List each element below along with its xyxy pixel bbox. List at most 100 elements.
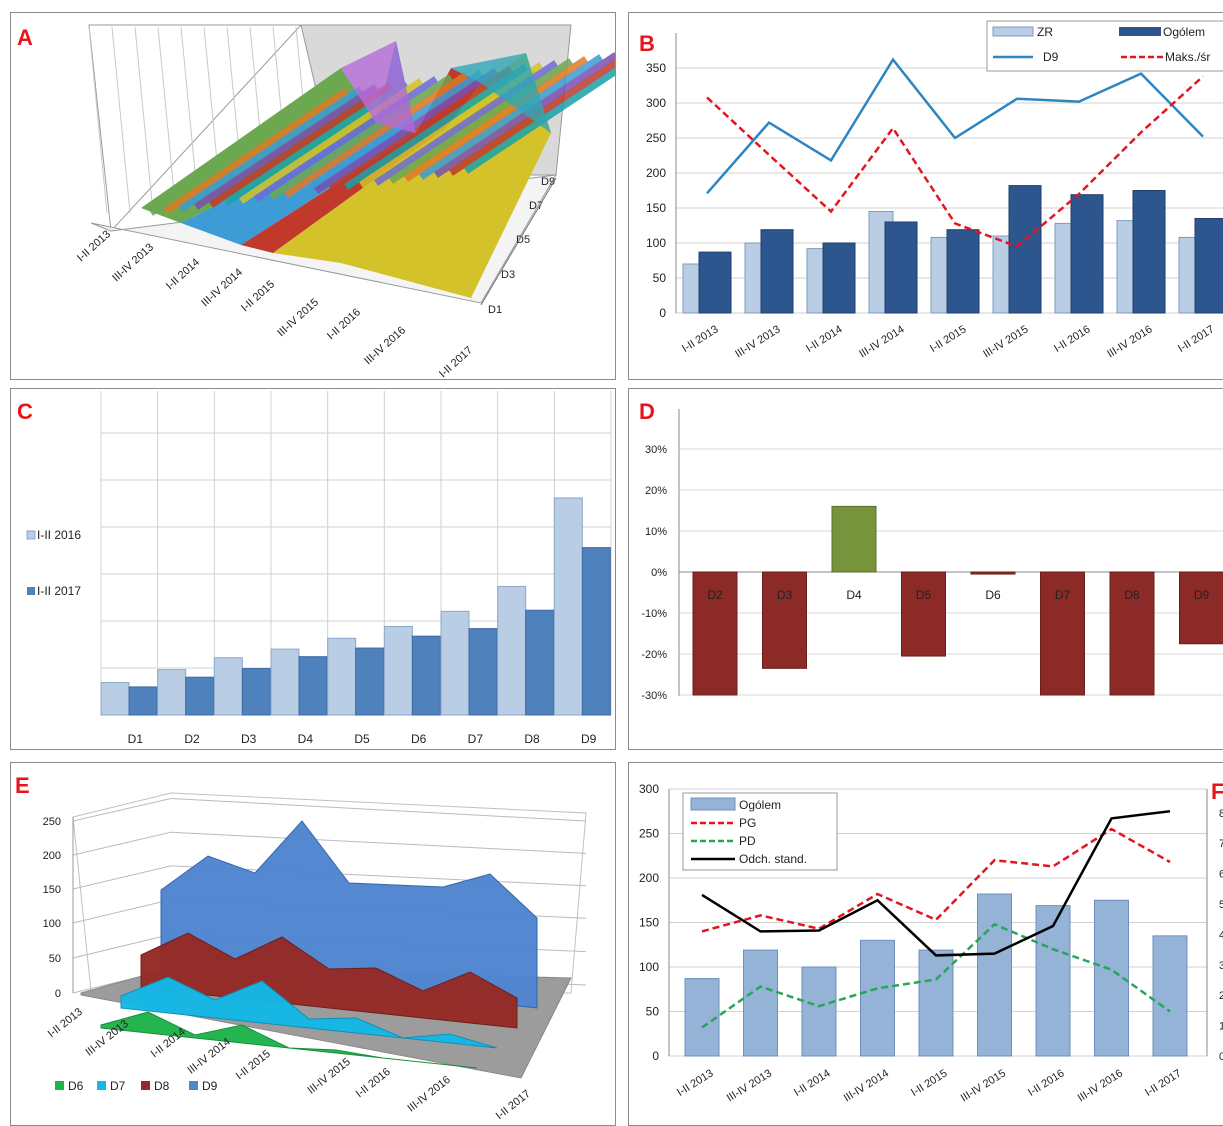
depth-tick-label: D3	[501, 269, 515, 281]
y-tick-label: 30%	[645, 444, 667, 456]
bar-2017	[356, 648, 384, 715]
y-tick-label: 150	[639, 916, 659, 930]
x-tick-label: III-IV 2016	[1105, 323, 1154, 360]
x-tick-label: I-II 2017	[494, 1088, 533, 1122]
legend-swatch-ogolem	[1119, 27, 1161, 36]
y-tick-label: 100	[646, 236, 666, 250]
y2-tick-label: 50	[1219, 899, 1223, 911]
bar-2016	[271, 649, 299, 715]
depth-tick-label: D7	[529, 200, 543, 212]
legend-label: D9	[202, 1079, 218, 1093]
bar-ogolem	[802, 967, 836, 1056]
y-tick-label: -10%	[641, 608, 667, 620]
bar-ogolem	[685, 979, 719, 1056]
x-tick-label: D4	[846, 588, 862, 602]
x-tick-label: III-IV 2016	[1076, 1067, 1125, 1104]
legend-swatch-zr	[993, 27, 1033, 36]
y2-tick-label: 80	[1219, 808, 1223, 820]
bar-ogolem	[919, 950, 953, 1056]
depth-tick-label: D1	[488, 304, 502, 316]
y-tick-label: 100	[639, 960, 659, 974]
x-tick-label: I-II 2014	[804, 323, 845, 355]
legend-swatch-2017	[27, 587, 35, 595]
x-tick-label: D7	[468, 732, 484, 746]
x-tick-label: III-IV 2014	[199, 266, 245, 309]
bar-2016	[384, 626, 412, 715]
y2-tick-label: 70	[1219, 838, 1223, 850]
x-tick-label: I-II 2015	[239, 278, 277, 314]
x-tick-label: III-IV 2015	[275, 296, 321, 339]
y2-tick-label: 40	[1219, 929, 1223, 941]
bar-ogolem	[699, 252, 731, 313]
legend-label: D6	[68, 1079, 84, 1093]
legend-swatch	[97, 1081, 106, 1090]
y-tick-label: 0	[652, 1049, 659, 1063]
bar	[902, 572, 946, 656]
bar-2017	[186, 677, 214, 715]
bar-2016	[328, 638, 356, 715]
x-tick-label: III-IV 2015	[981, 323, 1030, 360]
y-tick-label: 300	[646, 96, 666, 110]
x-tick-label: D2	[184, 732, 200, 746]
bar-2016	[214, 658, 242, 715]
x-tick-label: I-II 2016	[1052, 323, 1093, 355]
y2-tick-label: 60	[1219, 869, 1223, 881]
x-tick-label: I-II 2016	[325, 306, 363, 342]
y2-tick-label: 10	[1219, 1021, 1223, 1033]
x-tick-label: I-II 2013	[675, 1067, 716, 1099]
y-tick-label: 50	[49, 953, 61, 965]
x-tick-label: I-II 2013	[46, 1006, 85, 1040]
legend-label-maks: Maks./śr	[1165, 50, 1210, 64]
x-tick-label: D5	[354, 732, 370, 746]
x-tick-label: D6	[985, 588, 1001, 602]
bar	[832, 506, 876, 572]
x-tick-label: III-IV 2014	[842, 1067, 891, 1104]
bar-2016	[554, 498, 582, 715]
legend-label-odch: Odch. stand.	[739, 852, 807, 866]
y-tick-label: 200	[646, 166, 666, 180]
x-tick-label: D9	[1194, 588, 1210, 602]
y-tick-label: 300	[639, 782, 659, 796]
legend-swatch	[189, 1081, 198, 1090]
chart-panel-f: 05010015020025030001020304050607080I-II …	[628, 762, 1223, 1126]
bar-ogolem	[978, 894, 1012, 1056]
x-tick-label: D3	[777, 588, 793, 602]
bar-ogolem	[1071, 195, 1103, 313]
y-tick-label: 150	[43, 884, 61, 896]
panel-letter: B	[639, 31, 655, 56]
bar-2017	[412, 636, 440, 715]
x-tick-label: D3	[241, 732, 257, 746]
panel-letter: D	[639, 399, 655, 424]
y-tick-label: 150	[646, 201, 666, 215]
y-tick-label: 20%	[645, 485, 667, 497]
bar-ogolem	[947, 230, 979, 313]
bar	[763, 572, 807, 668]
legend-label-pg: PG	[739, 816, 756, 830]
bar-ogolem	[1153, 936, 1187, 1056]
x-tick-label: III-IV 2016	[405, 1074, 452, 1115]
x-tick-label: D1	[128, 732, 144, 746]
x-tick-label: I-II 2015	[928, 323, 969, 355]
legend-swatch-ogolem	[691, 798, 735, 810]
bar-ogolem	[1036, 906, 1070, 1056]
x-tick-label: D9	[581, 732, 597, 746]
y-tick-label: 100	[43, 918, 61, 930]
x-tick-label: D7	[1055, 588, 1071, 602]
y-tick-label: 0%	[651, 567, 667, 579]
y-tick-label: 50	[653, 271, 667, 285]
x-tick-label: D2	[707, 588, 723, 602]
bar-ogolem	[1195, 219, 1223, 314]
x-tick-label: I-II 2014	[792, 1067, 833, 1099]
bar-2016	[101, 683, 129, 715]
x-tick-label: I-II 2016	[354, 1066, 393, 1100]
x-tick-label: D6	[411, 732, 427, 746]
bar	[1180, 572, 1223, 644]
panel-letter: A	[17, 25, 33, 50]
bar-ogolem	[885, 222, 917, 313]
legend-label-2016: I-II 2016	[37, 528, 81, 542]
x-tick-label: I-II 2013	[75, 228, 113, 264]
panel-letter: F	[1211, 779, 1223, 804]
